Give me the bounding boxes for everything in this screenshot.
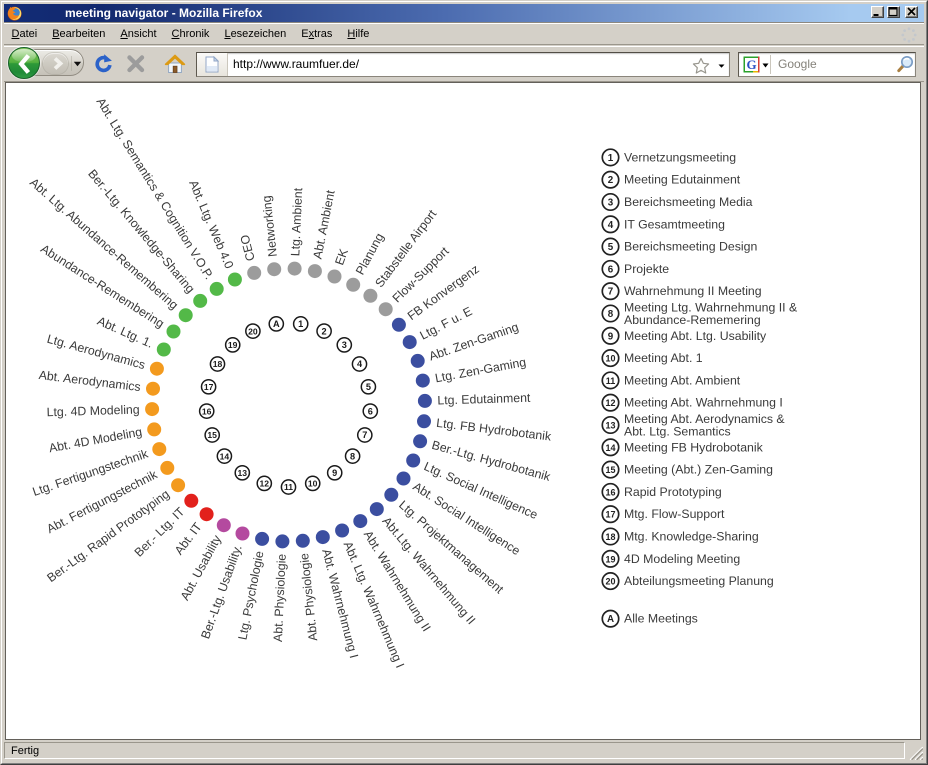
svg-text:Vernetzungsmeeting: Vernetzungsmeeting xyxy=(624,150,736,164)
svg-text:Abt. Aerodynamics: Abt. Aerodynamics xyxy=(38,368,141,394)
svg-text:Ltg. Edutainment: Ltg. Edutainment xyxy=(437,391,531,408)
svg-text:9: 9 xyxy=(332,468,337,478)
svg-text:14: 14 xyxy=(220,451,230,461)
svg-text:6: 6 xyxy=(608,264,614,275)
svg-text:Mtg. Knowledge-Sharing: Mtg. Knowledge-Sharing xyxy=(624,530,759,544)
svg-text:17: 17 xyxy=(204,382,214,392)
svg-text:2: 2 xyxy=(322,326,327,336)
svg-text:16: 16 xyxy=(202,406,212,416)
svg-text:Meeting FB Hydrobotanik: Meeting FB Hydrobotanik xyxy=(624,440,764,454)
svg-text:Ltg. Psychologie: Ltg. Psychologie xyxy=(235,550,266,641)
svg-text:Abteilungsmeeting Planung: Abteilungsmeeting Planung xyxy=(624,574,774,588)
svg-text:5: 5 xyxy=(366,382,371,392)
svg-text:Networking: Networking xyxy=(259,195,279,258)
svg-text:19: 19 xyxy=(605,554,615,564)
svg-text:CEO: CEO xyxy=(238,233,258,262)
svg-text:4D Modeling Meeting: 4D Modeling Meeting xyxy=(624,552,740,566)
svg-text:14: 14 xyxy=(605,443,615,453)
svg-text:3: 3 xyxy=(608,198,614,209)
svg-text:1: 1 xyxy=(608,153,614,164)
svg-text:12: 12 xyxy=(605,398,615,408)
svg-text:Abt. Ltg. Semantics: Abt. Ltg. Semantics xyxy=(624,425,731,439)
svg-text:2: 2 xyxy=(608,175,614,186)
svg-text:18: 18 xyxy=(605,532,615,542)
svg-text:11: 11 xyxy=(606,376,616,386)
svg-text:Ltg. Zen-Gaming: Ltg. Zen-Gaming xyxy=(434,355,527,385)
svg-text:Abt. Physiologie: Abt. Physiologie xyxy=(271,553,289,642)
svg-text:20: 20 xyxy=(248,326,258,336)
svg-text:Bereichsmeeting Design: Bereichsmeeting Design xyxy=(624,240,757,254)
svg-text:Projekte: Projekte xyxy=(624,262,669,276)
svg-text:Meeting Abt. Wahrnehmung I: Meeting Abt. Wahrnehmung I xyxy=(624,396,783,410)
svg-text:Meeting Abt. Aerodynamics &: Meeting Abt. Aerodynamics & xyxy=(624,412,785,426)
svg-text:5: 5 xyxy=(608,242,614,253)
svg-text:Meeting Abt. Ltg. Usability: Meeting Abt. Ltg. Usability xyxy=(624,329,767,343)
svg-text:IT Gesamtmeeting: IT Gesamtmeeting xyxy=(624,217,725,231)
svg-text:Meeting Edutainment: Meeting Edutainment xyxy=(624,173,741,187)
svg-text:9: 9 xyxy=(608,331,614,342)
svg-text:8: 8 xyxy=(350,451,355,461)
svg-text:Mtg. Flow-Support: Mtg. Flow-Support xyxy=(624,507,725,521)
svg-text:4: 4 xyxy=(608,220,614,231)
svg-text:Meeting Ltg. Wahrnehmung II &: Meeting Ltg. Wahrnehmung II & xyxy=(624,300,798,314)
svg-text:Meeting Abt. Ambient: Meeting Abt. Ambient xyxy=(624,373,741,387)
svg-text:17: 17 xyxy=(605,510,615,520)
svg-text:G: G xyxy=(746,57,756,72)
svg-text:7: 7 xyxy=(362,430,367,440)
svg-text:Alle Meetings: Alle Meetings xyxy=(624,612,698,626)
svg-text:18: 18 xyxy=(213,359,223,369)
svg-text:7: 7 xyxy=(608,287,614,298)
svg-text:Stabstelle Airport: Stabstelle Airport xyxy=(372,207,439,290)
svg-text:20: 20 xyxy=(605,577,615,587)
svg-text:11: 11 xyxy=(284,482,293,492)
svg-text:8: 8 xyxy=(608,309,614,320)
svg-text:Ltg. Ambient: Ltg. Ambient xyxy=(288,187,305,257)
svg-text:13: 13 xyxy=(238,468,248,478)
svg-text:4: 4 xyxy=(357,359,363,369)
svg-text:6: 6 xyxy=(368,406,373,416)
svg-text:Rapid Prototyping: Rapid Prototyping xyxy=(624,485,722,499)
svg-text:A: A xyxy=(273,319,280,329)
svg-text:Abt. Ambient: Abt. Ambient xyxy=(310,188,337,260)
svg-text:16: 16 xyxy=(605,487,615,497)
svg-text:3: 3 xyxy=(342,340,347,350)
svg-text:Ltg. FB Hydrobotanik: Ltg. FB Hydrobotanik xyxy=(436,416,553,444)
svg-text:19: 19 xyxy=(228,340,238,350)
svg-text:A: A xyxy=(607,614,614,625)
svg-text:Wahrnehmung II Meeting: Wahrnehmung II Meeting xyxy=(624,284,762,298)
svg-text:Abundance-Rememering: Abundance-Rememering xyxy=(624,313,761,327)
svg-text:Ltg. 4D Modeling: Ltg. 4D Modeling xyxy=(46,402,140,419)
svg-text:15: 15 xyxy=(207,430,217,440)
svg-text:13: 13 xyxy=(605,421,615,431)
svg-text:Meeting (Abt.) Zen-Gaming: Meeting (Abt.) Zen-Gaming xyxy=(624,463,773,477)
svg-text:Abt. IT: Abt. IT xyxy=(172,520,205,558)
svg-text:12: 12 xyxy=(260,479,270,489)
svg-text:Meeting Abt. 1: Meeting Abt. 1 xyxy=(624,351,703,365)
svg-text:10: 10 xyxy=(605,354,615,364)
svg-text:1: 1 xyxy=(298,319,303,329)
svg-text:10: 10 xyxy=(308,479,318,489)
svg-text:Bereichsmeeting Media: Bereichsmeeting Media xyxy=(624,195,753,209)
svg-text:Abt. Physiologie: Abt. Physiologie xyxy=(297,552,320,641)
svg-text:15: 15 xyxy=(605,465,615,475)
svg-text:EK: EK xyxy=(332,246,351,267)
svg-text:Abt. 4D Modeling: Abt. 4D Modeling xyxy=(48,425,143,456)
